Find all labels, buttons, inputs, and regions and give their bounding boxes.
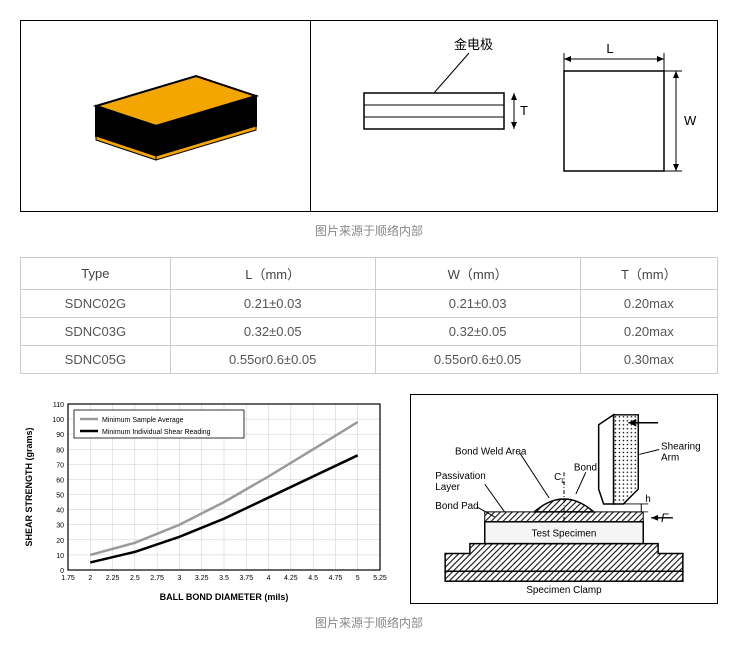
shear-test-diagram: Specimen Clamp Test Specimen CL Bond Wel… [410, 394, 718, 604]
shear-strength-chart: 0 10 20 30 40 50 60 70 80 90 100 110 1.75 2 2.25 2.5 2.7… [20, 394, 390, 604]
ytick-label: 100 [52, 417, 64, 424]
table-cell: 0.21±0.03 [170, 290, 375, 318]
bond-weld-leader [519, 452, 549, 498]
th-w: W（mm） [375, 258, 580, 290]
passivation-label: PassivationLayer [435, 471, 486, 493]
table-header-row: Type L（mm） W（mm） T（mm） [21, 258, 718, 290]
th-l: L（mm） [170, 258, 375, 290]
h-label: h [645, 494, 651, 505]
ytick-label: 80 [56, 447, 64, 454]
ytick-label: 110 [53, 402, 64, 409]
chip-3d-svg [56, 46, 276, 186]
table-cell: 0.32±0.05 [375, 318, 580, 346]
xtick-label: 5 [356, 575, 360, 582]
t-arrow-top [511, 93, 517, 100]
xtick-label: 3 [177, 575, 181, 582]
caption-2: 图片来源于顺络内部 [20, 614, 718, 631]
x-axis-label: BALL BOND DIAMETER (mils) [160, 592, 289, 602]
ytick-label: 50 [56, 493, 64, 500]
table-cell: SDNC02G [21, 290, 171, 318]
w-arrow-top [673, 71, 679, 78]
table-cell: 0.55or0.6±0.05 [375, 346, 580, 374]
ytick-label: 20 [56, 538, 64, 545]
w-arrow-bot [673, 164, 679, 171]
legend-label: Minimum Individual Shear Reading [102, 429, 211, 436]
top-figure-row: 金电极 T L W [20, 20, 718, 212]
test-specimen-label: Test Specimen [532, 529, 597, 540]
ytick-label: 0 [60, 568, 64, 575]
xtick-label: 4.5 [308, 575, 318, 582]
shearing-arm-leader [639, 449, 659, 454]
spec-table: Type L（mm） W（mm） T（mm） SDNC02G0.21±0.030… [20, 257, 718, 374]
ytick-label: 70 [56, 462, 64, 469]
l-label: L [606, 41, 613, 56]
ytick-label: 90 [56, 432, 64, 439]
ytick-label: 30 [56, 523, 64, 530]
th-type: Type [21, 258, 171, 290]
side-view-rect [364, 93, 504, 129]
chart-svg: 0 10 20 30 40 50 60 70 80 90 100 110 1.75 2 2.25 2.5 2.7… [20, 394, 390, 604]
xtick-label: 2 [88, 575, 92, 582]
shearing-arm-label: ShearingArm [661, 441, 701, 463]
xtick-label: 4.75 [329, 575, 343, 582]
top-view-rect [564, 71, 664, 171]
xtick-label: 1.75 [61, 575, 75, 582]
ytick-label: 40 [56, 508, 64, 515]
w-label: W [684, 113, 697, 128]
xtick-label: 3.25 [195, 575, 209, 582]
xtick-label: 2.25 [106, 575, 120, 582]
bottom-figure-row: 0 10 20 30 40 50 60 70 80 90 100 110 1.75 2 2.25 2.5 2.7… [20, 394, 718, 604]
caption-1: 图片来源于顺络内部 [20, 222, 718, 239]
passivation-leader [485, 484, 505, 512]
ytick-label: 10 [56, 553, 64, 560]
table-cell: SDNC05G [21, 346, 171, 374]
y-axis-label: SHEAR STRENGTH (grams) [24, 427, 34, 546]
table-cell: 0.30max [580, 346, 717, 374]
bond-leader [576, 472, 586, 494]
table-cell: SDNC03G [21, 318, 171, 346]
f-arrow-head [651, 515, 658, 521]
t-label: T [520, 103, 528, 118]
electrode-leader [434, 53, 469, 93]
xtick-label: 2.75 [150, 575, 164, 582]
table-cell: 0.21±0.03 [375, 290, 580, 318]
table-row: SDNC03G0.32±0.050.32±0.050.20max [21, 318, 718, 346]
table-cell: 0.55or0.6±0.05 [170, 346, 375, 374]
table-row: SDNC05G0.55or0.6±0.050.55or0.6±0.050.30m… [21, 346, 718, 374]
clamp-base [445, 571, 683, 581]
shearing-tool [599, 415, 614, 504]
xtick-label: 4 [267, 575, 271, 582]
th-t: T（mm） [580, 258, 717, 290]
xtick-label: 3.75 [239, 575, 253, 582]
table-cell: 0.20max [580, 318, 717, 346]
l-arrow-right [657, 56, 664, 62]
specimen-clamp [445, 544, 683, 572]
chip-dimensions-cell: 金电极 T L W [311, 21, 717, 211]
xtick-label: 3.5 [219, 575, 229, 582]
t-arrow-bot [511, 122, 517, 129]
legend-label: Minimum Sample Average [102, 417, 184, 424]
bond-label: Bond [574, 462, 597, 473]
ytick-label: 60 [56, 477, 64, 484]
shearing-arm [614, 415, 639, 504]
bond-pad-label: Bond Pad [435, 501, 478, 512]
xtick-label: 2.5 [130, 575, 140, 582]
table-cell: 0.32±0.05 [170, 318, 375, 346]
spec-table-body: SDNC02G0.21±0.030.21±0.030.20maxSDNC03G0… [21, 290, 718, 374]
xtick-label: 4.25 [284, 575, 298, 582]
bond-weld-area-label: Bond Weld Area [455, 446, 527, 457]
chip-dimensions-svg: 金电极 T L W [324, 31, 704, 201]
table-row: SDNC02G0.21±0.030.21±0.030.20max [21, 290, 718, 318]
chip-3d-cell [21, 21, 311, 211]
electrode-label: 金电极 [454, 37, 493, 52]
l-arrow-left [564, 56, 571, 62]
shear-diagram-svg: Specimen Clamp Test Specimen CL Bond Wel… [411, 395, 717, 603]
specimen-clamp-label: Specimen Clamp [526, 585, 602, 596]
table-cell: 0.20max [580, 290, 717, 318]
xtick-label: 5.25 [373, 575, 387, 582]
